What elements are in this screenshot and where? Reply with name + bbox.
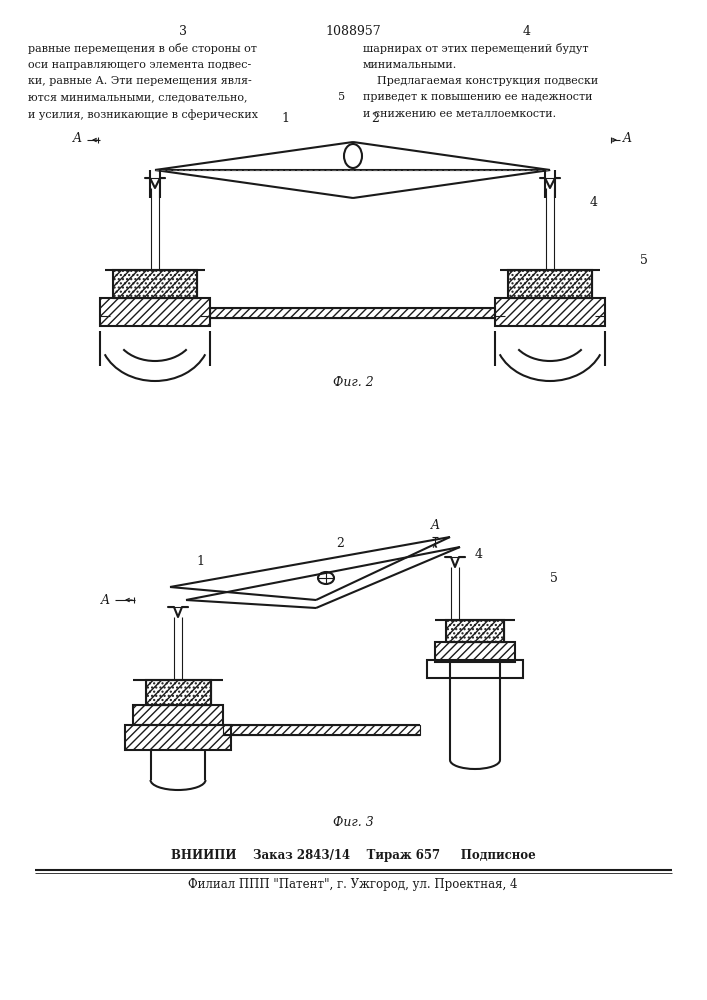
Text: 5: 5 — [338, 93, 345, 103]
Text: 5: 5 — [550, 572, 558, 584]
Text: 4: 4 — [523, 25, 531, 38]
Bar — [446, 620, 504, 642]
Text: 2: 2 — [336, 537, 344, 550]
Bar — [495, 298, 605, 326]
Text: и снижению ее металлоемкости.: и снижению ее металлоемкости. — [363, 109, 556, 119]
Bar — [508, 270, 592, 298]
Text: 3: 3 — [179, 25, 187, 38]
Bar — [508, 270, 592, 298]
Text: ки, равные А. Эти перемещения явля-: ки, равные А. Эти перемещения явля- — [28, 76, 252, 86]
Text: 5: 5 — [640, 253, 648, 266]
Text: Предлагаемая конструкция подвески: Предлагаемая конструкция подвески — [363, 76, 598, 86]
Bar — [146, 680, 211, 705]
Text: 4: 4 — [590, 196, 598, 209]
Text: ВНИИПИ    Заказ 2843/14    Тираж 657     Подписное: ВНИИПИ Заказ 2843/14 Тираж 657 Подписное — [170, 849, 535, 862]
Text: 4: 4 — [475, 548, 483, 562]
Text: Фиг. 2: Фиг. 2 — [332, 376, 373, 389]
Text: Филиал ППП "Патент", г. Ужгород, ул. Проектная, 4: Филиал ППП "Патент", г. Ужгород, ул. Про… — [188, 878, 518, 891]
Bar — [427, 660, 523, 678]
Text: A: A — [73, 131, 82, 144]
Text: и усилия, возникающие в сферических: и усилия, возникающие в сферических — [28, 109, 258, 120]
Bar — [446, 620, 504, 642]
Text: шарнирах от этих перемещений будут: шарнирах от этих перемещений будут — [363, 43, 588, 54]
Text: ются минимальными, следовательно,: ются минимальными, следовательно, — [28, 93, 247, 103]
Bar — [113, 270, 197, 298]
Text: равные перемещения в обе стороны от: равные перемещения в обе стороны от — [28, 43, 257, 54]
Text: A: A — [101, 593, 110, 606]
Bar — [100, 298, 210, 326]
Bar — [223, 725, 420, 735]
Text: A: A — [431, 519, 440, 532]
Bar — [133, 705, 223, 725]
Bar — [435, 642, 515, 662]
Text: 1088957: 1088957 — [325, 25, 381, 38]
Text: минимальными.: минимальными. — [363, 60, 457, 70]
Bar — [113, 270, 197, 298]
Text: приведет к повышению ее надежности: приведет к повышению ее надежности — [363, 93, 592, 103]
Text: оси направляющего элемента подвес-: оси направляющего элемента подвес- — [28, 60, 251, 70]
Text: A: A — [623, 131, 632, 144]
Text: 1: 1 — [196, 555, 204, 568]
Bar — [210, 308, 495, 318]
Bar — [146, 680, 211, 705]
Text: 2: 2 — [371, 112, 379, 125]
Text: Фиг. 3: Фиг. 3 — [332, 816, 373, 829]
Text: 1: 1 — [281, 112, 289, 125]
Bar — [125, 725, 231, 750]
